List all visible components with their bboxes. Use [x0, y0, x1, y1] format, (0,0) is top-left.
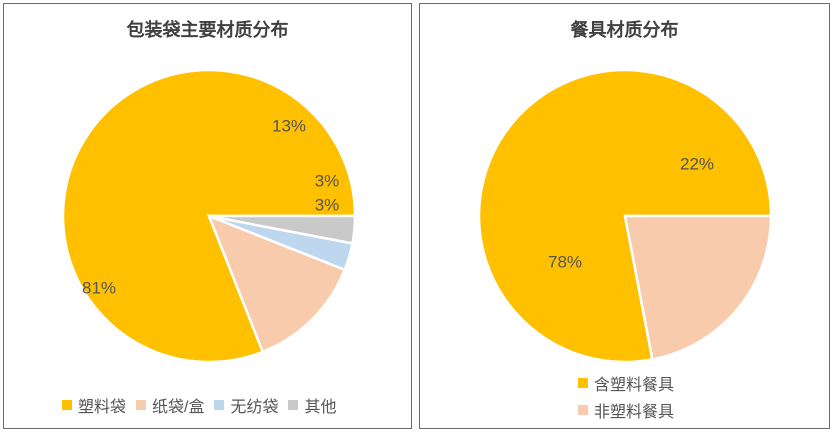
legend-swatch — [214, 400, 225, 410]
legend-label: 塑料袋 — [78, 399, 127, 416]
slice-label-1: 13% — [272, 117, 306, 136]
slice-label-3: 3% — [315, 196, 340, 215]
slice-label-2: 3% — [315, 172, 340, 191]
slice-label-0: 78% — [548, 253, 582, 272]
legend-swatch — [288, 400, 299, 410]
chart-panel-tableware: 餐具材质分布 78% 22% 含塑料餐具非塑料餐具 — [419, 3, 830, 429]
legend-label: 其他 — [304, 399, 337, 416]
pie-chart-tableware: 78% 22% — [477, 68, 773, 364]
pie-chart-packaging: 81% 13% 3% 3% — [61, 68, 357, 364]
legend-tableware: 含塑料餐具非塑料餐具 — [578, 371, 674, 422]
pie-slice-1 — [206, 213, 347, 354]
chart-title-packaging: 包装袋主要材质分布 — [126, 20, 289, 40]
legend-item: 无纺袋 — [214, 393, 278, 417]
chart-panel-packaging: 包装袋主要材质分布 81% 13% 3% 3% 塑料袋 纸袋/盒 无纺袋 其他 — [3, 3, 412, 429]
legend-item: 塑料袋 — [62, 393, 126, 417]
legend-label: 含塑料餐具 — [594, 377, 675, 394]
legend-item: 非塑料餐具 — [578, 398, 674, 422]
legend-packaging: 塑料袋 纸袋/盒 无纺袋 其他 — [62, 393, 337, 417]
legend-swatch — [578, 378, 588, 388]
legend-item: 其他 — [288, 393, 337, 417]
pie-slice-3 — [208, 214, 357, 245]
legend-swatch — [578, 405, 588, 415]
slice-label-1: 22% — [680, 155, 714, 174]
legend-label: 纸袋/盒 — [152, 399, 205, 416]
legend-swatch — [62, 400, 72, 410]
slice-label-0: 81% — [82, 279, 116, 298]
legend-item: 纸袋/盒 — [136, 393, 204, 417]
legend-item: 含塑料餐具 — [578, 371, 674, 395]
legend-label: 非塑料餐具 — [594, 404, 675, 421]
legend-label: 无纺袋 — [230, 399, 279, 416]
legend-swatch — [136, 400, 147, 410]
chart-title-tableware: 餐具材质分布 — [570, 20, 679, 40]
pie-slice-1 — [623, 214, 773, 361]
